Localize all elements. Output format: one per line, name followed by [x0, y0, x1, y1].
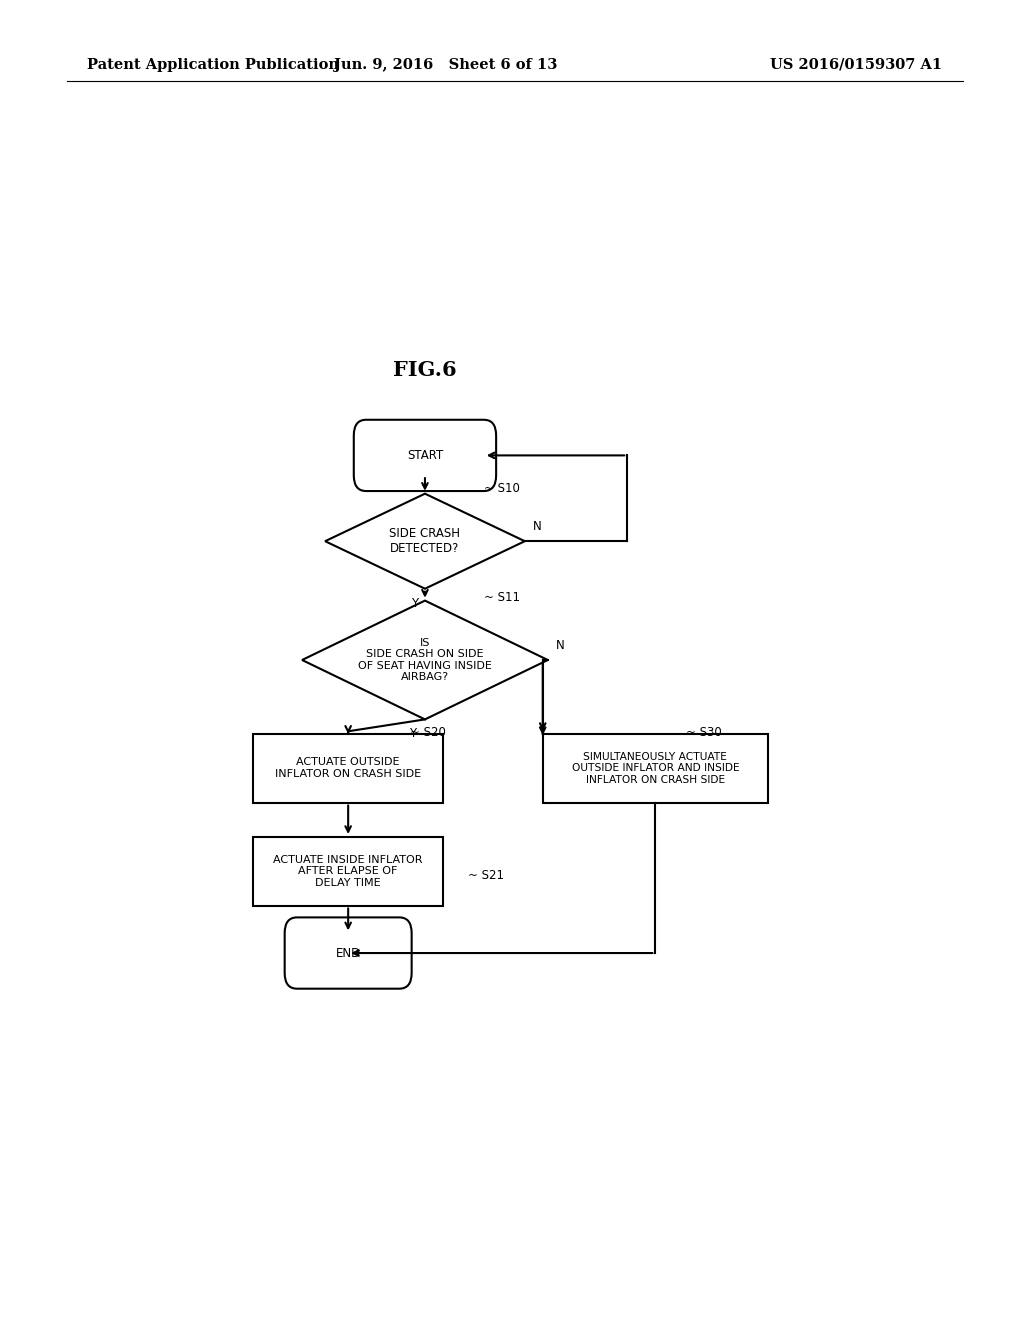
Text: START: START	[407, 449, 443, 462]
Text: ~ S11: ~ S11	[484, 591, 520, 605]
Bar	[254, 734, 442, 803]
Text: ACTUATE INSIDE INFLATOR
AFTER ELAPSE OF
DELAY TIME: ACTUATE INSIDE INFLATOR AFTER ELAPSE OF …	[273, 854, 423, 888]
Text: ~ S10: ~ S10	[484, 482, 520, 495]
Polygon shape	[326, 494, 524, 589]
Bar	[254, 837, 442, 906]
Text: US 2016/0159307 A1: US 2016/0159307 A1	[770, 58, 942, 71]
Bar	[543, 734, 768, 803]
Text: N: N	[532, 520, 542, 533]
Text: ACTUATE OUTSIDE
INFLATOR ON CRASH SIDE: ACTUATE OUTSIDE INFLATOR ON CRASH SIDE	[275, 758, 421, 779]
Text: Patent Application Publication: Patent Application Publication	[87, 58, 339, 71]
Text: N: N	[556, 639, 565, 652]
Text: ~ S21: ~ S21	[468, 869, 504, 882]
Text: FIG.6: FIG.6	[393, 359, 457, 380]
Text: END: END	[336, 946, 360, 960]
Text: SIDE CRASH
DETECTED?: SIDE CRASH DETECTED?	[389, 527, 461, 556]
Text: SIMULTANEOUSLY ACTUATE
OUTSIDE INFLATOR AND INSIDE
INFLATOR ON CRASH SIDE: SIMULTANEOUSLY ACTUATE OUTSIDE INFLATOR …	[571, 751, 739, 785]
Text: ~ S20: ~ S20	[410, 726, 445, 739]
Text: Jun. 9, 2016   Sheet 6 of 13: Jun. 9, 2016 Sheet 6 of 13	[334, 58, 557, 71]
Polygon shape	[302, 601, 548, 719]
Text: Y: Y	[412, 597, 418, 610]
FancyBboxPatch shape	[354, 420, 496, 491]
Text: ~ S30: ~ S30	[686, 726, 722, 739]
Text: IS
SIDE CRASH ON SIDE
OF SEAT HAVING INSIDE
AIRBAG?: IS SIDE CRASH ON SIDE OF SEAT HAVING INS…	[358, 638, 492, 682]
FancyBboxPatch shape	[285, 917, 412, 989]
Text: Y: Y	[410, 727, 416, 741]
